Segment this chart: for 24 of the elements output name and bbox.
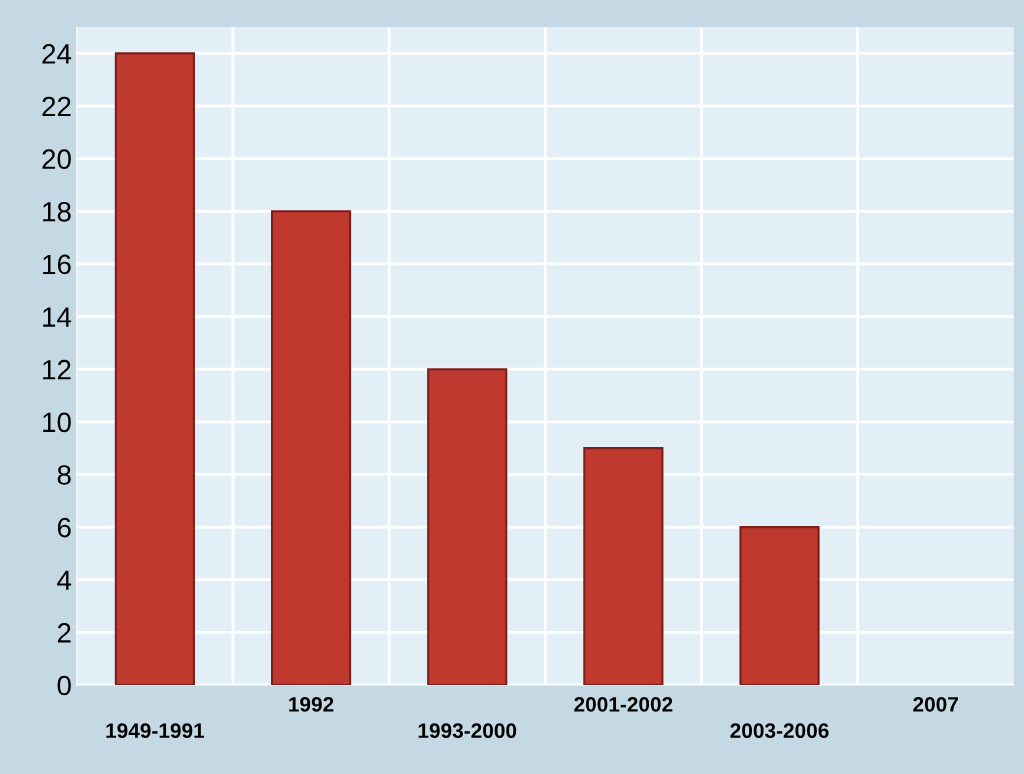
y-tick-label: 2 <box>57 623 71 643</box>
y-tick-label: 22 <box>42 96 71 117</box>
x-tick-label: 1949-1991 <box>106 723 205 739</box>
x-tick-label: 1992 <box>289 696 334 712</box>
bar <box>270 210 352 685</box>
y-tick-label: 18 <box>43 201 71 222</box>
x-tick-label: 2003-2006 <box>730 723 829 739</box>
y-tick-label: 24 <box>42 44 72 64</box>
y-tick-label: 12 <box>43 359 71 380</box>
y-tick-label: 20 <box>42 149 71 170</box>
y-tick-label: 14 <box>43 307 72 327</box>
y-tick-label: 8 <box>57 465 71 485</box>
y-tick-label: 4 <box>57 570 72 590</box>
y-tick-label: 6 <box>57 517 71 538</box>
y-tick-label: 10 <box>43 412 71 433</box>
x-tick-label: 2007 <box>913 696 958 712</box>
bar <box>739 526 820 685</box>
y-tick-label: 16 <box>43 254 71 275</box>
x-tick-label: 1993-2000 <box>418 723 517 739</box>
x-tick-label: 2001-2002 <box>574 696 673 712</box>
y-tick-label: 0 <box>57 675 71 696</box>
bar <box>583 447 664 685</box>
bar <box>427 368 508 685</box>
bar <box>114 52 195 685</box>
